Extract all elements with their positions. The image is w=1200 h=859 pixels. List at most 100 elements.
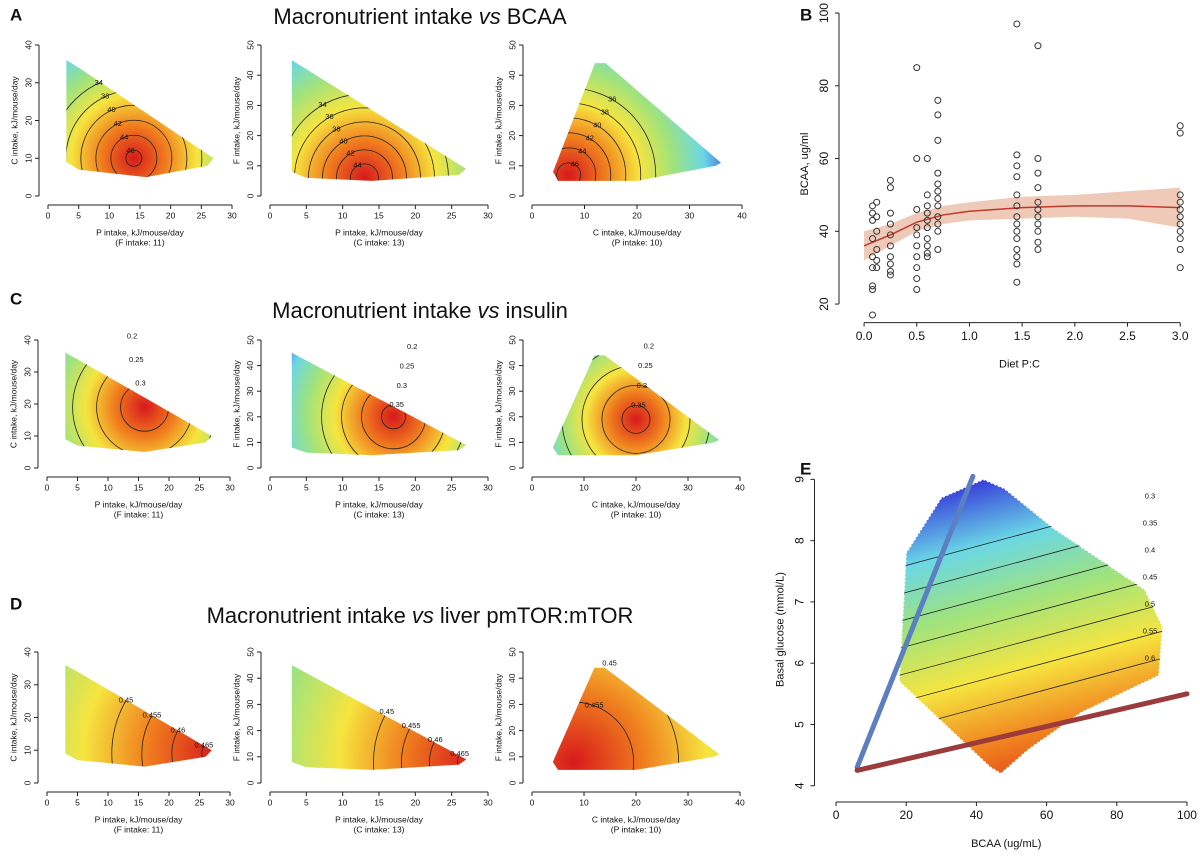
point (886, 260, 894, 268)
title-part: vs (477, 298, 499, 323)
x-tick-label: 25 (447, 797, 457, 807)
point (923, 202, 931, 210)
x-tick-label: 20 (164, 482, 174, 492)
surface (65, 352, 212, 452)
y-tick-label: 10 (507, 752, 517, 762)
y-tick-label: 0 (245, 193, 255, 198)
x-tick-label: 10 (579, 797, 589, 807)
x-tick-label: 3.0 (1172, 329, 1189, 343)
contour-label: 0.45 (380, 707, 395, 716)
panel-label: B (800, 5, 812, 24)
point (1034, 227, 1042, 235)
x-tick-label: 80 (1110, 808, 1124, 822)
point (923, 235, 931, 243)
point (913, 253, 921, 261)
x-tick-label: 5 (75, 482, 80, 492)
y-axis-label: Basal glucose (mmol/L) (774, 572, 786, 687)
y-tick-label: 0 (507, 780, 517, 785)
point (934, 180, 942, 188)
point (923, 209, 931, 217)
point (1176, 122, 1184, 130)
contour-label: 0.2 (127, 331, 137, 340)
fit-line (863, 205, 1181, 247)
point (869, 282, 877, 290)
contour-label: 0.25 (638, 361, 653, 370)
x-tick-label: 15 (374, 482, 384, 492)
contour-line (111, 665, 212, 767)
x-tick-label: 40 (737, 210, 747, 220)
point (1176, 264, 1184, 272)
point (1013, 278, 1021, 286)
x-tick-label: 20 (631, 797, 641, 807)
contour-label: 38 (332, 124, 340, 133)
y-tick-label: 9 (793, 476, 807, 483)
contour-label: 0.45 (119, 696, 134, 705)
contour-label: 46 (571, 159, 579, 168)
y-tick-label: 6 (793, 660, 807, 667)
contour-line (322, 135, 407, 181)
contour-label: 44 (578, 146, 586, 155)
panel-label: A (10, 5, 22, 24)
x-tick-label: 25 (447, 210, 457, 220)
x-tick-label: 30 (225, 797, 235, 807)
y-tick-label: 7 (793, 598, 807, 605)
point (886, 220, 894, 228)
contour-line (552, 667, 679, 770)
contour-label: 38 (101, 92, 109, 101)
point (1013, 162, 1021, 170)
y-tick-label: 10 (23, 153, 33, 163)
contour-label: 0.5 (1145, 600, 1155, 609)
point (913, 242, 921, 250)
y-tick-label: 20 (245, 412, 255, 422)
x-tick-label: 25 (447, 482, 457, 492)
contour-label: 0.45 (1143, 573, 1158, 582)
panel-label: D (10, 594, 22, 613)
contour-line (336, 149, 393, 181)
point (1013, 20, 1021, 28)
panel-label: C (10, 289, 22, 308)
point (1034, 42, 1042, 50)
contour-label: 42 (346, 149, 354, 158)
y-axis-label: F intake, kJ/mouse/day (493, 76, 503, 164)
contour-label: 34 (318, 100, 326, 109)
y-tick-label: 0 (507, 465, 517, 470)
contour-label: 0.4 (1145, 546, 1155, 555)
point (1013, 202, 1021, 210)
x-tick-label: 5 (304, 797, 309, 807)
title-part: vs (479, 4, 501, 29)
x-tick-label: 30 (483, 210, 493, 220)
y-tick-label: 100 (817, 3, 831, 23)
point (1176, 213, 1184, 221)
point (869, 235, 877, 243)
y-axis-label: F intake, kJ/mouse/day (493, 673, 503, 761)
x-tick-label: 20 (164, 797, 174, 807)
panel-label: E (800, 459, 811, 478)
point (913, 205, 921, 213)
title-part: Macronutrient intake (273, 4, 472, 29)
y-tick-label: 40 (507, 361, 517, 371)
x-axis-subtitle: (F intake: 11) (114, 509, 164, 519)
point (873, 213, 881, 221)
point (886, 209, 894, 217)
point (913, 231, 921, 239)
point (934, 202, 942, 210)
contour-label: 40 (593, 120, 601, 129)
y-tick-label: 30 (245, 699, 255, 709)
y-tick-label: 0 (22, 780, 32, 785)
y-tick-label: 10 (245, 752, 255, 762)
x-tick-label: 15 (374, 210, 384, 220)
x-tick-label: 20 (900, 808, 914, 822)
contour-label: 0.35 (1143, 519, 1158, 528)
x-axis-subtitle: (F intake: 11) (114, 824, 164, 834)
surface (65, 665, 212, 767)
contour-label: 36 (608, 95, 616, 104)
x-axis-label: P intake, kJ/mouse/day (335, 499, 423, 509)
point (934, 227, 942, 235)
point (934, 220, 942, 228)
point (886, 176, 894, 184)
point (934, 195, 942, 203)
surface (553, 63, 721, 181)
x-axis-label: P intake, kJ/mouse/day (95, 499, 183, 509)
y-tick-label: 20 (507, 131, 517, 141)
point (886, 242, 894, 250)
